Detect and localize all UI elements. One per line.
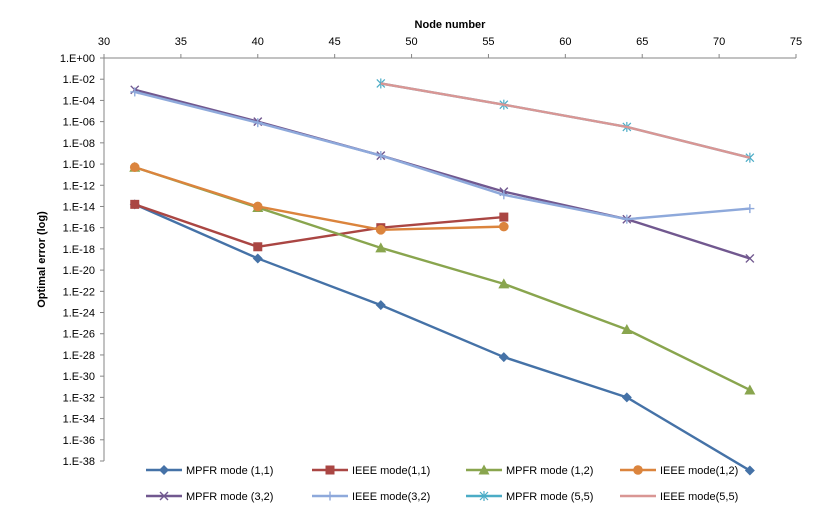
- data-point: [621, 323, 633, 334]
- legend-label: IEEE mode(1,1): [352, 465, 430, 477]
- x-tick-label: 45: [329, 36, 341, 48]
- y-tick-label: 1.E-36: [63, 435, 95, 447]
- series-line: [134, 166, 504, 232]
- x-tick-label: 75: [790, 36, 802, 48]
- y-tick-label: 1.E-32: [63, 392, 95, 404]
- legend: MPFR mode (1,1) IEEE mode(1,1) MPFR mode (…: [146, 464, 738, 503]
- y-axis: 1.E+00 1.E-02 1.E-04 1.E-06 1.E-08 1.E-10 1.E-…: [60, 53, 105, 468]
- legend-marker: [479, 491, 489, 501]
- legend-marker: [159, 465, 169, 475]
- legend-label: IEEE mode(3,2): [352, 491, 430, 503]
- x-tick-label: 40: [252, 36, 264, 48]
- data-point: [622, 214, 632, 224]
- data-point: [621, 392, 632, 403]
- legend-marker: [325, 465, 335, 475]
- series-7: [380, 82, 751, 159]
- y-tick-label: 1.E-22: [63, 286, 95, 298]
- data-point: [498, 352, 509, 363]
- legend-marker: [159, 491, 169, 501]
- x-tick-label: 70: [713, 36, 725, 48]
- x-axis-title: Node number: [415, 19, 487, 31]
- y-tick-label: 1.E-12: [63, 180, 95, 192]
- data-point: [499, 212, 509, 222]
- series-line: [380, 82, 751, 159]
- data-point: [375, 300, 386, 311]
- y-tick-label: 1.E-06: [63, 117, 95, 129]
- legend-marker: [633, 465, 643, 475]
- legend-label: MPFR mode (3,2): [186, 491, 273, 503]
- plot-series: [129, 78, 756, 476]
- x-tick-label: 50: [405, 36, 417, 48]
- data-point: [253, 242, 263, 252]
- data-point: [129, 162, 140, 173]
- x-tick-label: 35: [175, 36, 187, 48]
- y-tick-label: 1.E-18: [63, 244, 95, 256]
- data-point: [744, 384, 756, 395]
- legend-item: MPFR mode (3,2): [146, 491, 273, 503]
- x-axis: 30 35 40 45 50 55 60 65 70 75: [98, 36, 802, 59]
- data-point: [376, 151, 386, 161]
- y-tick-label: 1.E-04: [63, 95, 95, 107]
- x-tick-label: 55: [482, 36, 494, 48]
- series-line: [134, 203, 751, 472]
- data-point: [376, 225, 386, 235]
- legend-marker: [478, 464, 490, 475]
- y-tick-label: 1.E-10: [63, 159, 95, 171]
- data-point: [375, 242, 387, 253]
- data-point: [499, 190, 509, 200]
- data-point: [130, 87, 140, 97]
- data-point: [745, 204, 755, 214]
- y-tick-label: 1.E-08: [63, 138, 95, 150]
- legend-item: MPFR mode (1,1): [146, 465, 273, 477]
- legend-label: IEEE mode(1,2): [660, 465, 738, 477]
- legend-item: IEEE mode(5,5): [620, 491, 738, 503]
- y-tick-label: 1.E+00: [60, 53, 95, 65]
- legend-label: MPFR mode (1,2): [506, 465, 593, 477]
- legend-item: MPFR mode (5,5): [466, 491, 593, 503]
- legend-item: IEEE mode(1,2): [620, 465, 738, 477]
- data-point: [744, 465, 755, 476]
- data-point: [498, 278, 510, 289]
- legend-item: IEEE mode(3,2): [312, 491, 430, 503]
- series-line: [134, 203, 504, 248]
- series-3: [129, 162, 509, 235]
- legend-label: MPFR mode (5,5): [506, 491, 593, 503]
- series-line: [134, 88, 751, 260]
- data-point: [499, 221, 509, 232]
- legend-marker: [325, 491, 335, 501]
- legend-label: IEEE mode(5,5): [660, 491, 738, 503]
- y-axis-title: Optimal error (log): [36, 211, 48, 308]
- series-line: [134, 90, 750, 221]
- y-tick-label: 1.E-14: [63, 201, 95, 213]
- legend-item: MPFR mode (1,2): [466, 464, 593, 477]
- x-tick-label: 60: [559, 36, 571, 48]
- series-line: [380, 82, 751, 159]
- series-line: [134, 166, 751, 392]
- x-tick-label: 65: [636, 36, 648, 48]
- y-tick-label: 1.E-38: [63, 456, 95, 468]
- data-point: [130, 199, 140, 209]
- y-tick-label: 1.E-30: [63, 371, 95, 383]
- data-point: [252, 253, 263, 264]
- data-point: [745, 253, 755, 263]
- x-tick-label: 30: [98, 36, 110, 48]
- y-tick-label: 1.E-28: [63, 350, 95, 362]
- y-tick-label: 1.E-16: [63, 223, 95, 235]
- legend-item: IEEE mode(1,1): [312, 465, 430, 477]
- series-6: [376, 78, 755, 163]
- data-point: [252, 201, 263, 212]
- y-tick-label: 1.E-20: [63, 265, 95, 277]
- legend-label: MPFR mode (1,1): [186, 465, 273, 477]
- series-5: [130, 87, 755, 224]
- y-tick-label: 1.E-26: [63, 329, 95, 341]
- y-tick-label: 1.E-34: [63, 414, 95, 426]
- y-tick-label: 1.E-24: [63, 308, 95, 320]
- series-1: [130, 199, 509, 252]
- y-tick-label: 1.E-02: [63, 74, 95, 86]
- series-0: [129, 199, 755, 476]
- data-point: [253, 118, 263, 128]
